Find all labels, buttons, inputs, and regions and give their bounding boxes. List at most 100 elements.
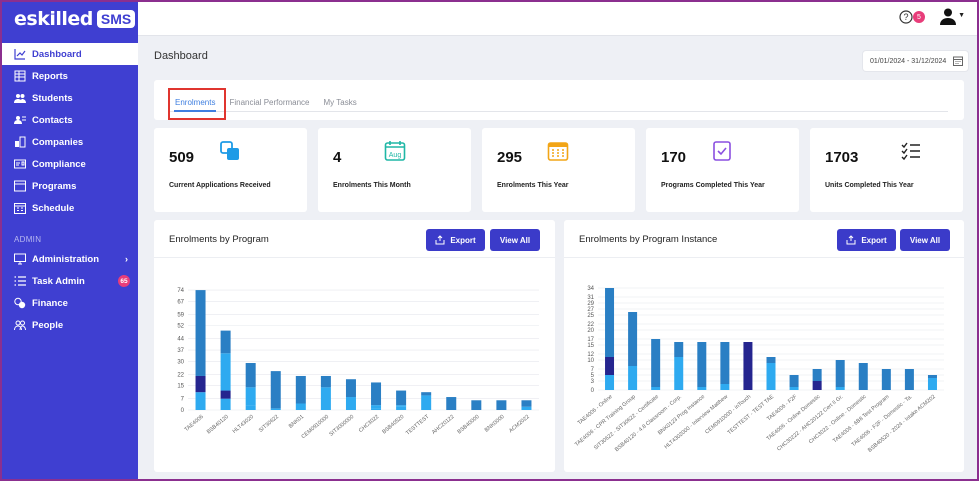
bar-segment <box>220 330 231 354</box>
bar-segment <box>651 339 661 387</box>
kpi-label: Enrolments This Month <box>333 182 411 189</box>
y-tick-label: 34 <box>587 286 594 292</box>
bar-segment <box>697 387 707 390</box>
bar-segment <box>471 400 482 410</box>
date-range-picker[interactable]: 01/01/2024 - 31/12/2024 <box>863 51 968 71</box>
export-icon <box>435 235 445 245</box>
bar-segment <box>396 390 407 406</box>
x-tick-label: SIT3000000 <box>328 414 355 438</box>
x-tick-label: BSB40120 <box>206 414 230 436</box>
chart-title: Enrolments by Program <box>169 234 269 245</box>
sidebar-item-finance[interactable]: Finance <box>0 292 138 314</box>
sidebar-item-dashboard[interactable]: Dashboard <box>0 43 138 65</box>
bar-segment <box>270 408 281 410</box>
bar-segment <box>195 392 206 410</box>
bar-segment <box>697 342 707 387</box>
bar-segment <box>295 403 306 410</box>
tab-my-tasks[interactable]: My Tasks <box>323 98 357 107</box>
export-label: Export <box>861 235 887 245</box>
svg-text:Aug: Aug <box>389 152 402 159</box>
chart-enrolments-by-program: 0 7 15 22 30 37 44 52 59 67 74 TAE4006 BSB40120 HLT43… <box>177 288 539 440</box>
bar-segment <box>651 387 661 390</box>
x-tick-label: ACM2022 <box>508 414 531 434</box>
export-label: Export <box>450 235 476 245</box>
sidebar-item-label: Task Admin <box>32 275 85 287</box>
bar-segment <box>605 375 615 390</box>
bar-segment <box>345 379 356 398</box>
view-all-button[interactable]: View All <box>490 229 540 251</box>
x-tick-label: BNK01 <box>288 414 305 430</box>
sidebar-item-programs[interactable]: Programs <box>0 175 138 197</box>
bar-segment <box>396 406 407 410</box>
bar-segment <box>371 408 382 410</box>
view-all-button[interactable]: View All <box>900 229 950 251</box>
y-tick-label: 22 <box>177 372 184 378</box>
sidebar-item-task-admin[interactable]: Task Admin 65 <box>0 270 138 292</box>
x-tick-label: BNK0000 <box>484 414 506 434</box>
sidebar-item-label: Contacts <box>32 114 73 126</box>
top-bar: ? 5 ▼ <box>138 0 979 36</box>
tab-enrolments[interactable]: Enrolments <box>168 89 222 112</box>
sidebar-item-companies[interactable]: Companies <box>0 131 138 153</box>
table-icon <box>14 70 26 82</box>
monitor-icon <box>14 253 26 265</box>
y-tick-label: 0 <box>181 408 185 414</box>
bar-segment <box>812 381 822 390</box>
view-all-label: View All <box>909 235 941 245</box>
x-tick-label: TAE4006 <box>184 414 205 433</box>
bar-segment <box>320 375 331 388</box>
bar-segment <box>835 387 845 390</box>
clipboard-check-icon <box>713 141 731 161</box>
x-tick-label: AHC20122 <box>431 414 455 436</box>
chart-title: Enrolments by Program Instance <box>579 234 718 245</box>
kpi-label: Enrolments This Year <box>497 182 569 189</box>
sidebar-item-administration[interactable]: Administration › <box>0 248 138 270</box>
brand[interactable]: eskilled SMS « <box>0 0 150 38</box>
building-icon <box>14 136 26 148</box>
help-icon[interactable]: ? <box>899 10 913 24</box>
bar-segment <box>835 360 845 387</box>
bar-segment <box>720 342 730 384</box>
bar-segment <box>605 288 615 357</box>
main-nav: Dashboard Reports Students Contacts Comp… <box>0 43 138 336</box>
sidebar-item-people[interactable]: People <box>0 314 138 336</box>
admin-section-heading: ADMIN <box>14 235 42 244</box>
y-tick-label: 3 <box>591 379 595 385</box>
sidebar-item-reports[interactable]: Reports <box>0 65 138 87</box>
y-tick-label: 67 <box>177 299 184 305</box>
sidebar-item-contacts[interactable]: Contacts <box>0 109 138 131</box>
sidebar-item-compliance[interactable]: Compliance <box>0 153 138 175</box>
kpi-value: 4 <box>333 149 342 166</box>
user-icon[interactable] <box>939 7 957 25</box>
kpi-value: 170 <box>661 149 687 166</box>
view-all-label: View All <box>499 235 531 245</box>
x-tick-label: TESTTEST <box>405 414 431 437</box>
bar-segment <box>628 312 638 366</box>
sidebar-item-schedule[interactable]: Schedule <box>0 197 138 219</box>
bar-segment <box>421 395 432 410</box>
caret-down-icon[interactable]: ▼ <box>958 12 965 19</box>
y-tick-label: 15 <box>587 343 594 349</box>
bar-segment <box>245 363 256 388</box>
kpi-label: Units Completed This Year <box>825 182 914 189</box>
notification-badge[interactable]: 5 <box>913 11 925 23</box>
panel-divider <box>154 257 555 258</box>
kpi-value: 1703 <box>825 149 859 166</box>
sidebar-item-students[interactable]: Students <box>0 87 138 109</box>
y-tick-label: 52 <box>177 324 184 330</box>
bar-segment <box>245 405 256 410</box>
bar-segment <box>396 405 407 407</box>
tab-financial-performance[interactable]: Financial Performance <box>229 98 310 107</box>
sidebar-item-label: Administration <box>32 253 100 265</box>
kpi-units-completed: 1703 Units Completed This Year <box>810 128 963 212</box>
task-count-badge: 65 <box>118 275 130 287</box>
calendar-grid-icon <box>547 142 569 161</box>
y-tick-label: 27 <box>587 307 594 313</box>
export-button[interactable]: Export <box>837 229 896 251</box>
sidebar-item-label: Dashboard <box>32 48 82 60</box>
x-tick-label: SIT30622 <box>258 414 280 434</box>
contact-card-icon <box>14 114 26 126</box>
y-tick-label: 37 <box>177 348 184 354</box>
export-icon <box>846 235 856 245</box>
export-button[interactable]: Export <box>426 229 485 251</box>
